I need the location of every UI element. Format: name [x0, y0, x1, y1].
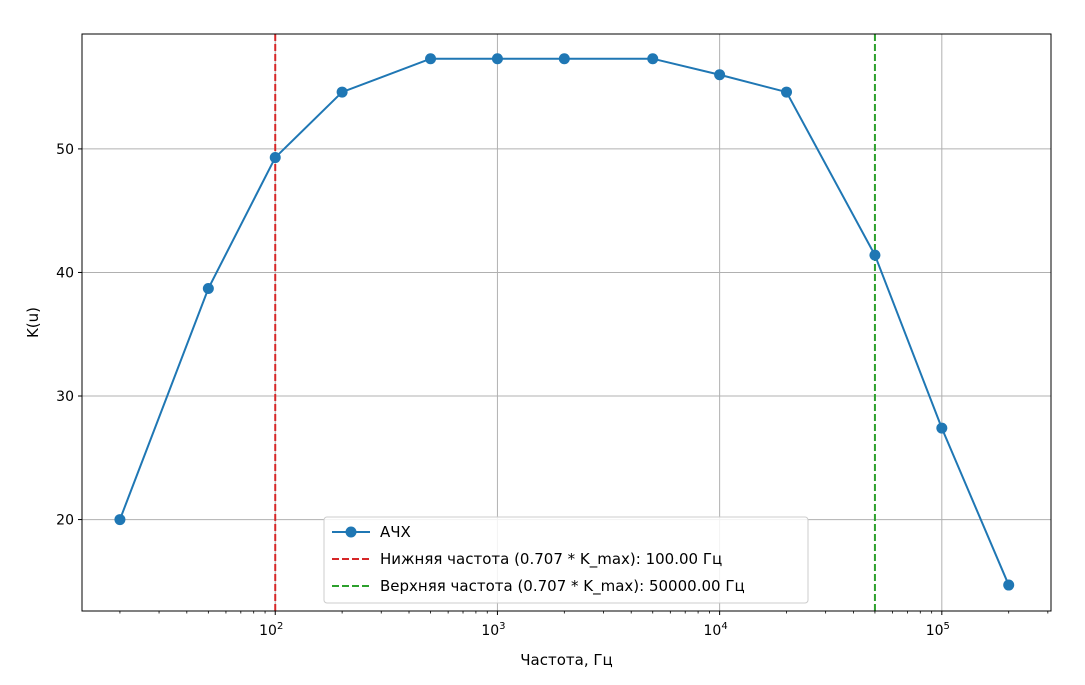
x-tick-exponent: 3	[499, 621, 505, 632]
y-tick-label: 50	[56, 142, 74, 158]
x-tick-exponent: 4	[721, 621, 727, 632]
data-point	[936, 422, 948, 434]
data-point	[114, 514, 126, 526]
x-tick-base: 10	[481, 623, 499, 639]
data-point	[202, 283, 214, 295]
legend: АЧХ Нижняя частота (0.707 * K_max): 100.0…	[323, 516, 809, 604]
y-tick-label: 20	[56, 513, 74, 529]
data-point	[647, 53, 659, 65]
legend-label: Нижняя частота (0.707 * K_max): 100.00 Г…	[380, 550, 722, 569]
legend-label: Верхняя частота (0.707 * K_max): 50000.0…	[380, 577, 745, 596]
grid	[82, 34, 1051, 611]
cutoff-lines	[274, 34, 876, 611]
data-point	[714, 69, 726, 81]
x-tick-base: 10	[704, 623, 722, 639]
series-layer	[114, 53, 1015, 591]
legend-marker-swatch	[345, 526, 357, 538]
x-tick-label: 104	[704, 621, 728, 639]
x-tick-label: 102	[259, 621, 283, 639]
y-tick-label: 40	[56, 265, 74, 281]
data-point	[781, 86, 793, 98]
data-point	[869, 249, 881, 261]
x-tick-label: 103	[481, 621, 505, 639]
y-tick-label: 30	[56, 389, 74, 405]
data-point	[1003, 579, 1015, 591]
x-tick-label: 105	[926, 621, 950, 639]
x-tick-exponent: 2	[277, 621, 283, 632]
x-tick-base: 10	[259, 623, 277, 639]
x-axis-label: Частота, Гц	[520, 651, 612, 669]
data-point	[336, 86, 348, 98]
data-point	[425, 53, 437, 65]
x-tick-exponent: 5	[944, 621, 950, 632]
y-axis-label: K(u)	[24, 307, 42, 338]
data-point	[491, 53, 503, 65]
x-tick-base: 10	[926, 623, 944, 639]
legend-box	[323, 516, 809, 604]
data-point	[558, 53, 570, 65]
plot-frame	[81, 33, 1052, 612]
data-point	[269, 152, 281, 164]
legend-label: АЧХ	[380, 523, 411, 541]
